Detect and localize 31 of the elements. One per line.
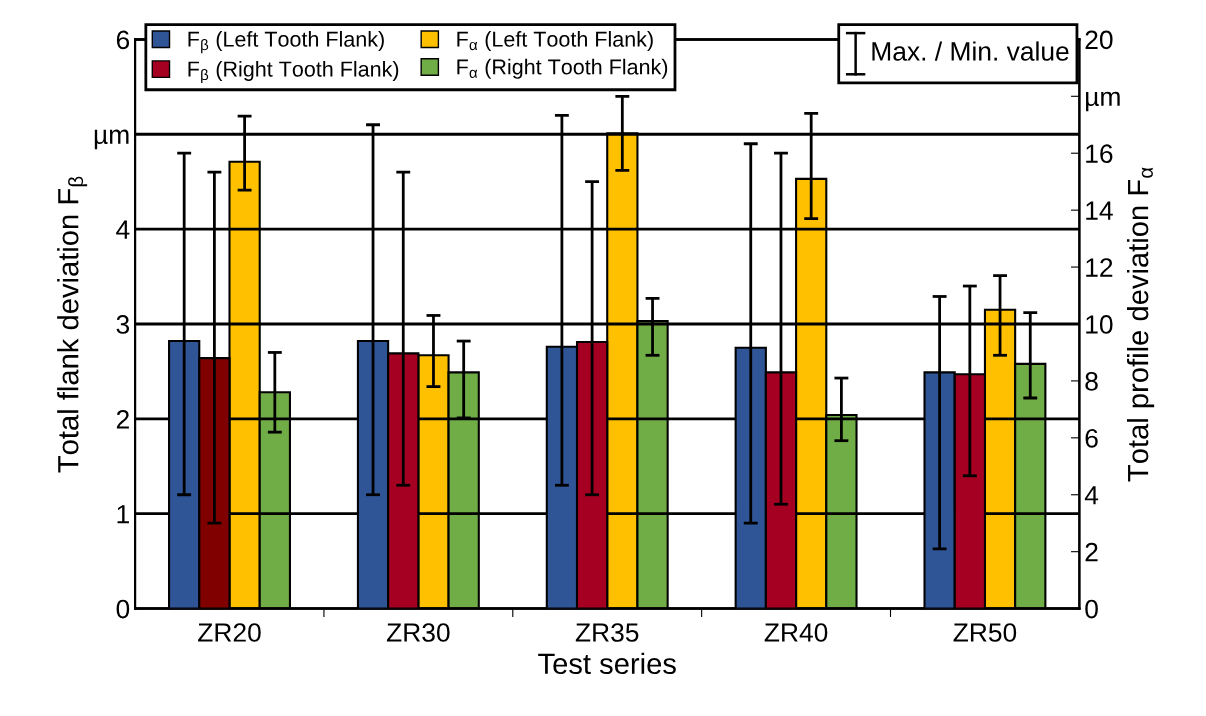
legend-label: F$_{β}$ (Right Tooth Flank) [188, 60, 399, 84]
y-axis-title: Total flank deviation F$_{β}$ [57, 176, 88, 473]
y2-tick-label: 10 [1086, 315, 1113, 334]
y2-tick-label: 6 [1085, 428, 1098, 448]
y2-tick-label: 20 [1085, 30, 1113, 50]
x-tick-label: ZR35 [575, 623, 639, 642]
annotation: Max. / Min. value [872, 41, 1069, 61]
y-tick-label: 6 [116, 30, 130, 50]
x-tick-label: ZR30 [386, 623, 450, 642]
x-tick-label: ZR20 [198, 623, 261, 642]
y-tick-label: 1 [117, 505, 129, 524]
y2-tick-label: 4 [1084, 486, 1099, 505]
y-tick-label: 3 [116, 315, 130, 334]
y-tick-label: µm [94, 129, 129, 150]
y2-tick-label: 12 [1086, 258, 1113, 277]
legend-label: F$_{α}$ (Left Tooth Flank) [457, 30, 653, 52]
x-axis-title: Test series [538, 652, 676, 675]
x-tick-label: ZR40 [764, 623, 828, 642]
y-tick-label: 2 [116, 409, 129, 429]
legend-label: F$_{β}$ (Left Tooth Flank) [188, 30, 384, 54]
y2-tick-label: 14 [1086, 201, 1113, 220]
y-tick-label: 4 [116, 220, 130, 239]
legend-label: F$_{α}$ (Right Tooth Flank) [457, 58, 668, 79]
y2-tick-label: 8 [1085, 372, 1098, 391]
y2-tick-label: 0 [1085, 599, 1098, 619]
y-tick-label: 0 [116, 599, 130, 619]
y2-axis-title: Total profile deviation F$_{α}$ [1126, 167, 1155, 482]
y2-tick-label: µm [1086, 91, 1120, 112]
y2-tick-label: 16 [1086, 144, 1113, 164]
x-tick-label: ZR50 [953, 623, 1017, 642]
y2-tick-label: 2 [1085, 542, 1098, 562]
